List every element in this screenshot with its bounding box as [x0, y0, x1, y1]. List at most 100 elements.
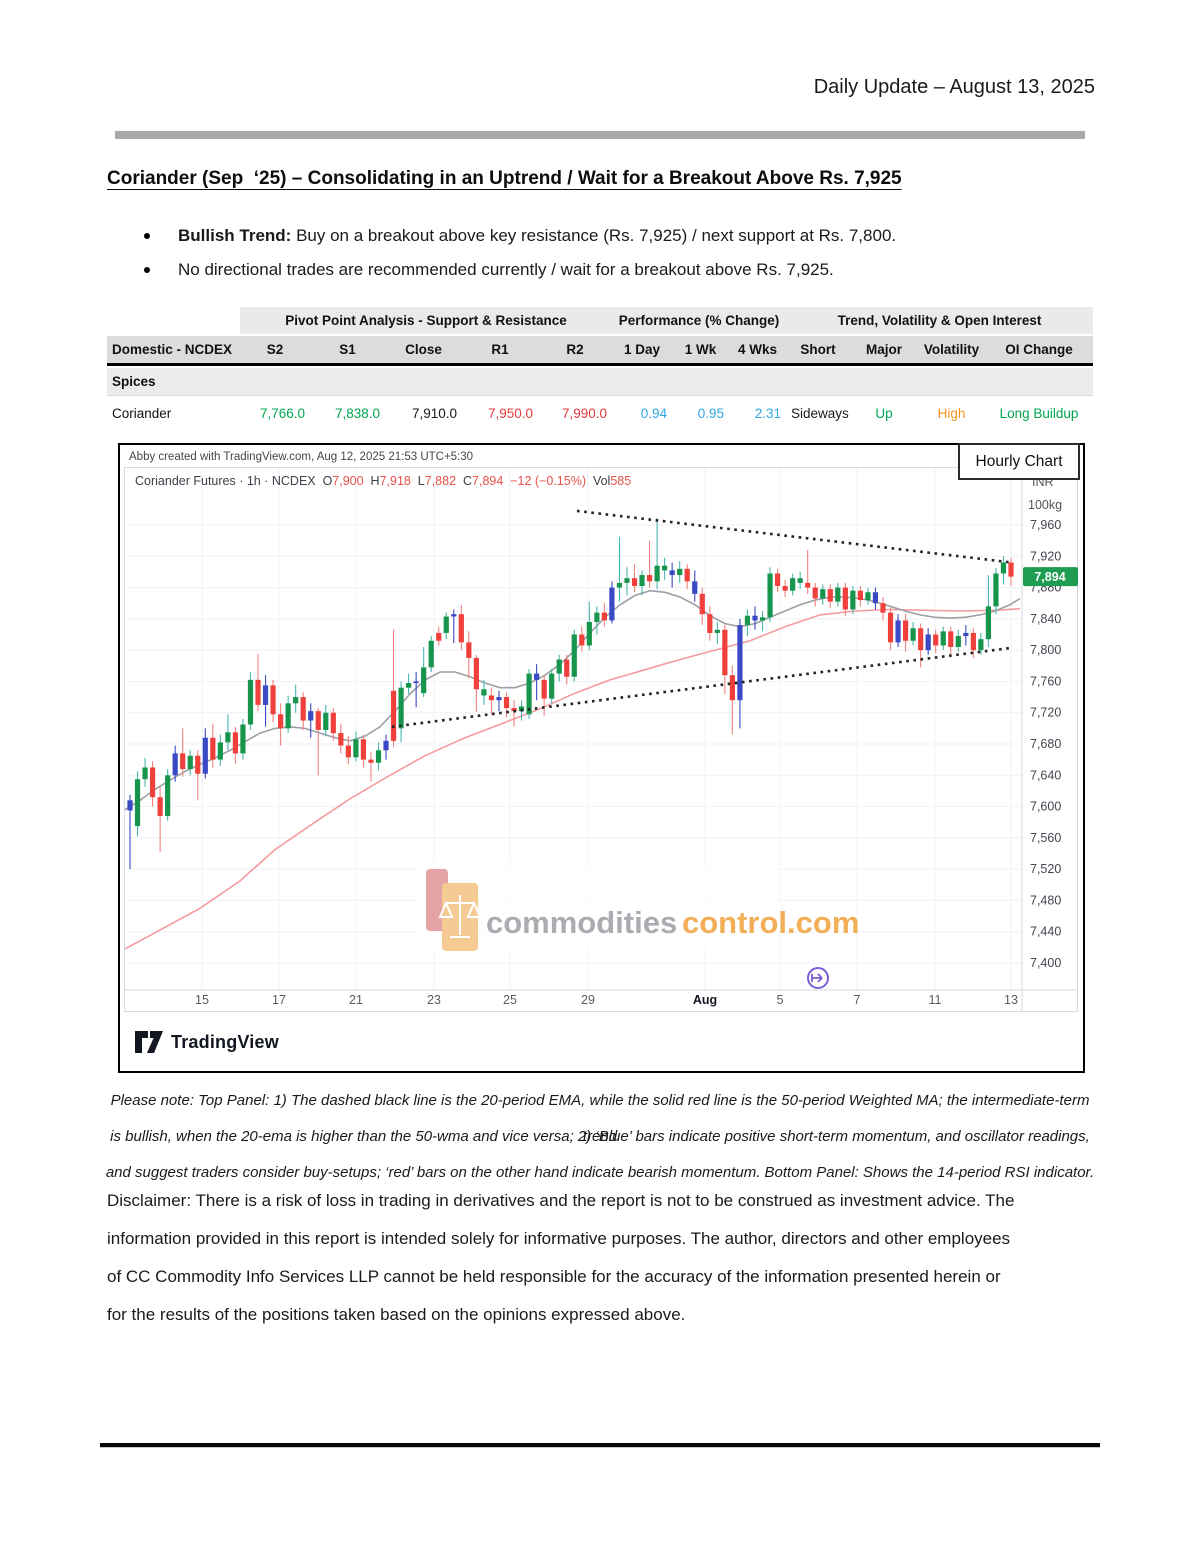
candle-body [646, 575, 653, 582]
section-label: Spices [107, 368, 1094, 396]
candle-body [443, 616, 449, 633]
candle-body [910, 628, 916, 641]
price-axis-unit: 100kg [1028, 498, 1062, 512]
chart-attribution: Abby created with TradingView.com, Aug 1… [129, 451, 474, 463]
candle-body [481, 689, 487, 696]
disclaimer-line: for the results of the positions taken b… [107, 1305, 686, 1324]
price-chart-canvas: commodities control.com 7,400 7,440 7,480 7,5… [124, 467, 1078, 1012]
candle-body [436, 632, 442, 641]
candle-body [790, 578, 796, 591]
price-axis-label: 7,520 [1030, 862, 1061, 876]
candle-body [383, 740, 389, 751]
candle-body [744, 615, 751, 626]
candle-body [247, 679, 254, 725]
column-header-cell: 1 Day [612, 336, 672, 366]
candle-body [1008, 562, 1014, 577]
value-cell: 7,838.0 [310, 398, 385, 428]
price-axis-label: 7,680 [1030, 737, 1061, 751]
group-header-cell [107, 307, 240, 334]
candle-body [774, 573, 781, 587]
candle-body [684, 568, 690, 582]
time-axis-label: 23 [427, 993, 441, 1007]
value-cell: Long Buildup [985, 398, 1094, 428]
legend-part: Coriander Futures · 1h · NCDEX [135, 474, 316, 488]
candle-body [518, 706, 525, 712]
candle-body [503, 697, 510, 709]
candle-body [993, 573, 999, 607]
price-axis-label: 7,600 [1030, 800, 1061, 814]
candle-body [187, 755, 193, 770]
candle-body [225, 732, 231, 743]
watermark-text-orange: control.com [682, 905, 859, 940]
candle-body [406, 682, 412, 688]
column-header-cell: Domestic - NCDEX [107, 336, 240, 366]
candle-body [315, 711, 321, 730]
candle-body [820, 589, 826, 599]
candle-body [887, 612, 894, 643]
last-price-badge [1023, 567, 1078, 587]
value-cell: 7,990.0 [538, 398, 612, 428]
candle-body [360, 739, 367, 760]
bullet-icon [144, 233, 150, 239]
column-header-cell: Volatility [918, 336, 986, 366]
candle-body [300, 697, 306, 721]
candle-body [707, 614, 713, 633]
column-header-cell: Major [850, 336, 919, 366]
time-axis-label: 25 [503, 993, 517, 1007]
candle-body [134, 779, 141, 827]
hourly-chart-label: Hourly Chart [958, 443, 1080, 480]
candle-body [217, 742, 223, 760]
group-header-cell: Pivot Point Analysis - Support & Resista… [240, 307, 612, 334]
time-axis-label: 11 [929, 993, 942, 1007]
candle-body [857, 590, 864, 601]
value-cell: 2.31 [729, 398, 787, 428]
note-line: Please note: Top Panel: 1) The dashed bl… [110, 1092, 1090, 1145]
candle-body [375, 750, 382, 763]
candle-body [865, 592, 871, 601]
candle-body [142, 767, 148, 780]
candle-body [165, 775, 171, 816]
chart-widget-border [124, 467, 1078, 1012]
candle-body [759, 617, 766, 621]
group-header-cell: Trend, Volatility & Open Interest [786, 307, 1094, 334]
disclaimer-line: of CC Commodity Info Services LLP cannot… [107, 1267, 1001, 1286]
column-header-cell: 4 Wks [729, 336, 787, 366]
price-axis-label: 7,800 [1030, 643, 1061, 657]
candle-body [285, 703, 291, 729]
candle-body [511, 708, 517, 712]
column-header-cell: 1 Wk [672, 336, 729, 366]
candle-body [609, 587, 615, 621]
candle-body [782, 586, 788, 591]
candle-body [421, 667, 427, 694]
disclaimer-line: Disclaimer: There is a risk of loss in t… [107, 1191, 1015, 1210]
time-axis-label: 5 [777, 993, 784, 1007]
last-price-badge-text: 7,894 [1034, 570, 1065, 584]
price-axis-label: 7,720 [1030, 706, 1061, 720]
candle-body [571, 634, 577, 677]
table-column-header-row: Domestic - NCDEX S2 S1 Close R1 R2 1 Day 1 Wk 4 … [107, 336, 1094, 366]
candle-body [978, 639, 984, 651]
candle-body [918, 628, 924, 651]
candle-body [895, 620, 901, 643]
candle-body [541, 679, 547, 699]
candle-body [149, 767, 156, 798]
table-row: Coriander 7,766.0 7,838.0 7,910.0 7,950.0 7,9… [107, 398, 1094, 428]
candle-body [669, 570, 675, 576]
candle-body [662, 565, 668, 571]
candle-body [812, 587, 818, 599]
candle-body [556, 659, 562, 674]
legend-part: O [315, 474, 333, 488]
group-header-cell: Performance (% Change) [612, 307, 787, 334]
candle-body [767, 573, 773, 618]
value-cell: 7,766.0 [240, 398, 310, 428]
candle-body [180, 753, 186, 770]
candle-body [564, 659, 570, 677]
candle-body [451, 614, 457, 617]
time-axis-label: 15 [195, 993, 209, 1007]
legend-part: C [456, 474, 473, 488]
column-header-cell: OI Change [985, 336, 1094, 366]
value-cell: Sideways [786, 398, 851, 428]
time-axis-label: 13 [1004, 993, 1018, 1007]
price-axis-label: 7,920 [1030, 549, 1061, 563]
